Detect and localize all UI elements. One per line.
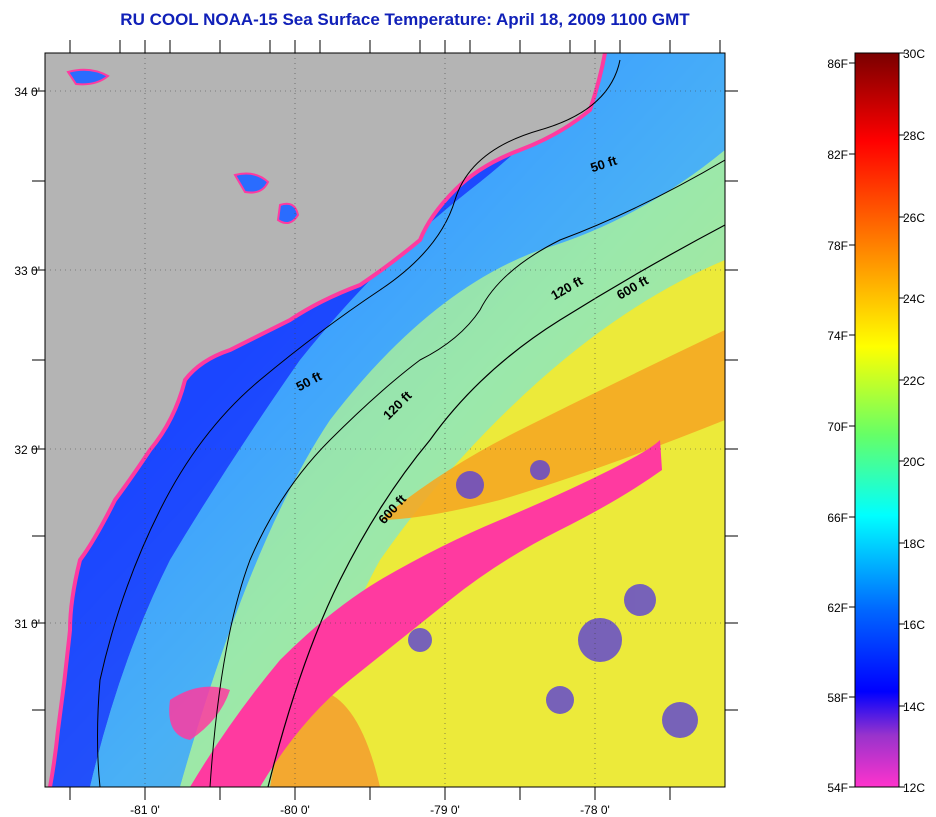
cbar-c-24: 24C	[903, 292, 925, 306]
cbar-f-58: 58F	[827, 691, 848, 705]
cbar-f-78: 78F	[827, 239, 848, 253]
cbar-c-22: 22C	[903, 374, 925, 388]
colorbar-ticks	[849, 52, 905, 788]
map-title: RU COOL NOAA-15 Sea Surface Temperature:…	[120, 10, 690, 29]
cbar-c-28: 28C	[903, 129, 925, 143]
cbar-f-74: 74F	[827, 329, 848, 343]
cbar-c-20: 20C	[903, 455, 925, 469]
cbar-f-70: 70F	[827, 420, 848, 434]
sst-imagery	[45, 53, 725, 787]
lon-label-78: -78 0'	[580, 803, 610, 817]
lon-label-79: -79 0'	[430, 803, 460, 817]
cbar-f-86: 86F	[827, 57, 848, 71]
map-frame	[44, 52, 726, 788]
cbar-f-82: 82F	[827, 148, 848, 162]
colorbar	[854, 52, 900, 788]
lat-label-32: 32 0'	[14, 443, 40, 457]
cbar-c-14: 14C	[903, 700, 925, 714]
lat-label-34: 34 0'	[14, 85, 40, 99]
lat-label-33: 33 0'	[14, 264, 40, 278]
cbar-c-26: 26C	[903, 211, 925, 225]
lon-label-81: -81 0'	[130, 803, 160, 817]
cbar-f-66: 66F	[827, 511, 848, 525]
cbar-c-30: 30C	[903, 47, 925, 61]
cbar-c-18: 18C	[903, 537, 925, 551]
cbar-f-54: 54F	[827, 781, 848, 795]
cbar-c-16: 16C	[903, 618, 925, 632]
cbar-c-12: 12C	[903, 781, 925, 795]
lon-label-80: -80 0'	[280, 803, 310, 817]
lat-label-31: 31 0'	[14, 617, 40, 631]
axis-ticks	[32, 40, 738, 800]
cbar-f-62: 62F	[827, 601, 848, 615]
